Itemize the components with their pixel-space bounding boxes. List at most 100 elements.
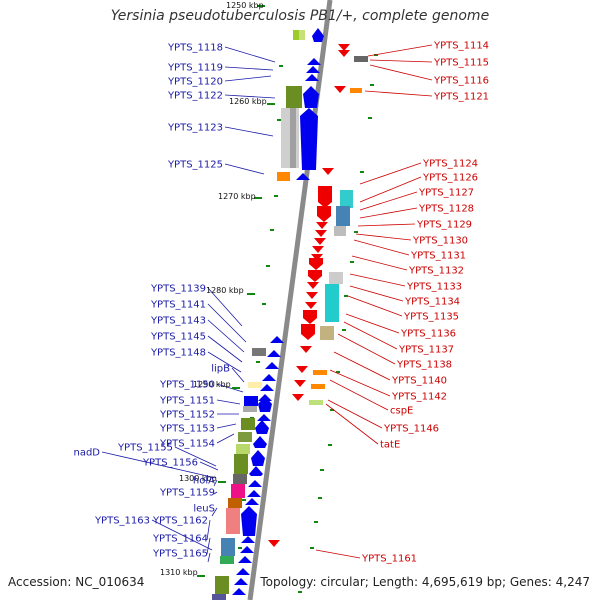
left-gene-label: YPTS_1159 [159, 488, 215, 499]
reverse-gene-arrow [300, 346, 312, 353]
reverse-gene-arrow [318, 186, 332, 208]
right-leader-line [351, 255, 408, 271]
right-gene-label: YPTS_1130 [412, 236, 468, 247]
reverse-gene-arrow [303, 310, 317, 324]
right-gene-label: YPTS_1129 [416, 220, 472, 231]
gene-feature [286, 86, 302, 108]
left-leader-line [206, 537, 211, 555]
forward-gene-arrow [240, 546, 254, 553]
left-gene-label: YPTS_1139 [150, 284, 206, 295]
reverse-gene-arrow [292, 394, 304, 401]
forward-gene-arrow [312, 28, 324, 42]
right-gene-label: YPTS_1128 [418, 204, 474, 215]
left-gene-label: nadD [73, 448, 100, 459]
forward-gene-arrow [236, 568, 250, 575]
reverse-gene-arrow [306, 292, 318, 299]
left-leader-line [231, 367, 245, 383]
right-leader-line [359, 191, 418, 211]
reverse-gene-arrow [296, 366, 308, 373]
right-leader-line [315, 549, 361, 559]
left-gene-label: YPTS_1156 [142, 458, 198, 469]
forward-gene-arrow [262, 374, 276, 381]
scale-label: 1300 kbp [179, 474, 217, 483]
left-leader-line [216, 423, 237, 429]
gene-feature [221, 538, 235, 556]
right-gene-label: YPTS_1138 [396, 360, 452, 371]
right-gene-label: YPTS_1140 [391, 376, 447, 387]
gene-feature [243, 406, 257, 412]
forward-gene-arrow [247, 490, 261, 497]
right-leader-line [359, 162, 422, 185]
left-leader-line [101, 451, 217, 479]
left-gene-label: YPTS_1141 [150, 300, 206, 311]
right-leader-line [343, 321, 398, 350]
right-gene-label: YPTS_1161 [361, 554, 417, 565]
left-gene-label: YPTS_1150 [159, 380, 215, 391]
left-leader-line [216, 399, 241, 405]
scale-label: 1270 kbp [218, 192, 256, 201]
gene-feature [236, 444, 250, 454]
left-gene-label: lipB [211, 364, 230, 375]
right-leader-line [329, 379, 389, 411]
right-gene-label: YPTS_1132 [408, 266, 464, 277]
gene-feature [311, 384, 325, 389]
right-gene-label: tatE [380, 440, 400, 451]
left-leader-line [224, 75, 272, 82]
left-leader-line [216, 433, 235, 444]
right-gene-label: YPTS_1127 [418, 188, 474, 199]
scale-marks: 1250 kbp 1260 kbp 1270 kbp 1280 kbp 1290 kbp… [160, 1, 275, 577]
reverse-gene-arrow [294, 380, 306, 387]
right-gene-label: YPTS_1136 [400, 329, 456, 340]
forward-gene-arrow [270, 336, 284, 343]
left-gene-label: YPTS_1120 [167, 77, 223, 88]
reverse-gene-arrow [316, 222, 328, 229]
forward-gene-arrow [232, 588, 246, 595]
scale-label: 1250 kbp [226, 1, 264, 10]
gene-feature [238, 432, 252, 442]
genome-title: Yersinia pseudotuberculosis PB1/+, compl… [110, 8, 490, 24]
forward-gene-arrow [238, 556, 252, 563]
left-leader-line [224, 126, 274, 137]
right-gene-label: YPTS_1116 [433, 76, 489, 87]
left-leader-line [207, 552, 211, 563]
right-gene-label: YPTS_1124 [422, 159, 478, 170]
forward-gene-arrow [306, 66, 320, 73]
right-leader-line [345, 313, 400, 334]
left-gene-label: YPTS_1125 [167, 160, 223, 171]
gene-feature [329, 272, 343, 284]
forward-gene-arrow [307, 58, 321, 65]
right-gene-label: YPTS_1137 [398, 345, 454, 356]
reverse-gene-arrow [268, 540, 280, 547]
gene-feature [334, 226, 346, 236]
forward-gene-arrow [257, 414, 271, 421]
right-gene-label: YPTS_1135 [403, 312, 459, 323]
forward-gene-arrow [245, 498, 259, 505]
left-leader-line [199, 461, 219, 471]
reverse-gene-arrow [338, 50, 350, 57]
right-leader-line [359, 207, 418, 219]
right-gene-label: YPTS_1121 [433, 92, 489, 103]
left-gene-label: YPTS_1145 [150, 332, 206, 343]
gene-feature [290, 108, 296, 168]
right-leader-line [349, 285, 404, 302]
reverse-gene-arrow [334, 86, 346, 93]
gene-feature [309, 400, 323, 405]
left-gene-label: YPTS_1143 [150, 316, 206, 327]
left-gene-label: YPTS_1151 [159, 396, 215, 407]
right-gene-label: YPTS_1146 [383, 424, 439, 435]
left-gene-label: leuS [193, 504, 215, 515]
gene-feature [220, 556, 234, 564]
right-leader-line [329, 369, 391, 397]
forward-gene-arrow [253, 436, 267, 448]
gene-feature [313, 370, 327, 375]
gene-feature [350, 88, 362, 93]
gene-feature [233, 474, 247, 484]
left-leader-line [213, 491, 218, 495]
right-leader-line [364, 90, 433, 97]
forward-gene-arrow [267, 350, 281, 357]
right-leader-line [349, 273, 406, 287]
forward-gene-arrow [249, 466, 263, 476]
gene-feature [212, 594, 226, 600]
forward-gene-arrow [234, 578, 248, 585]
